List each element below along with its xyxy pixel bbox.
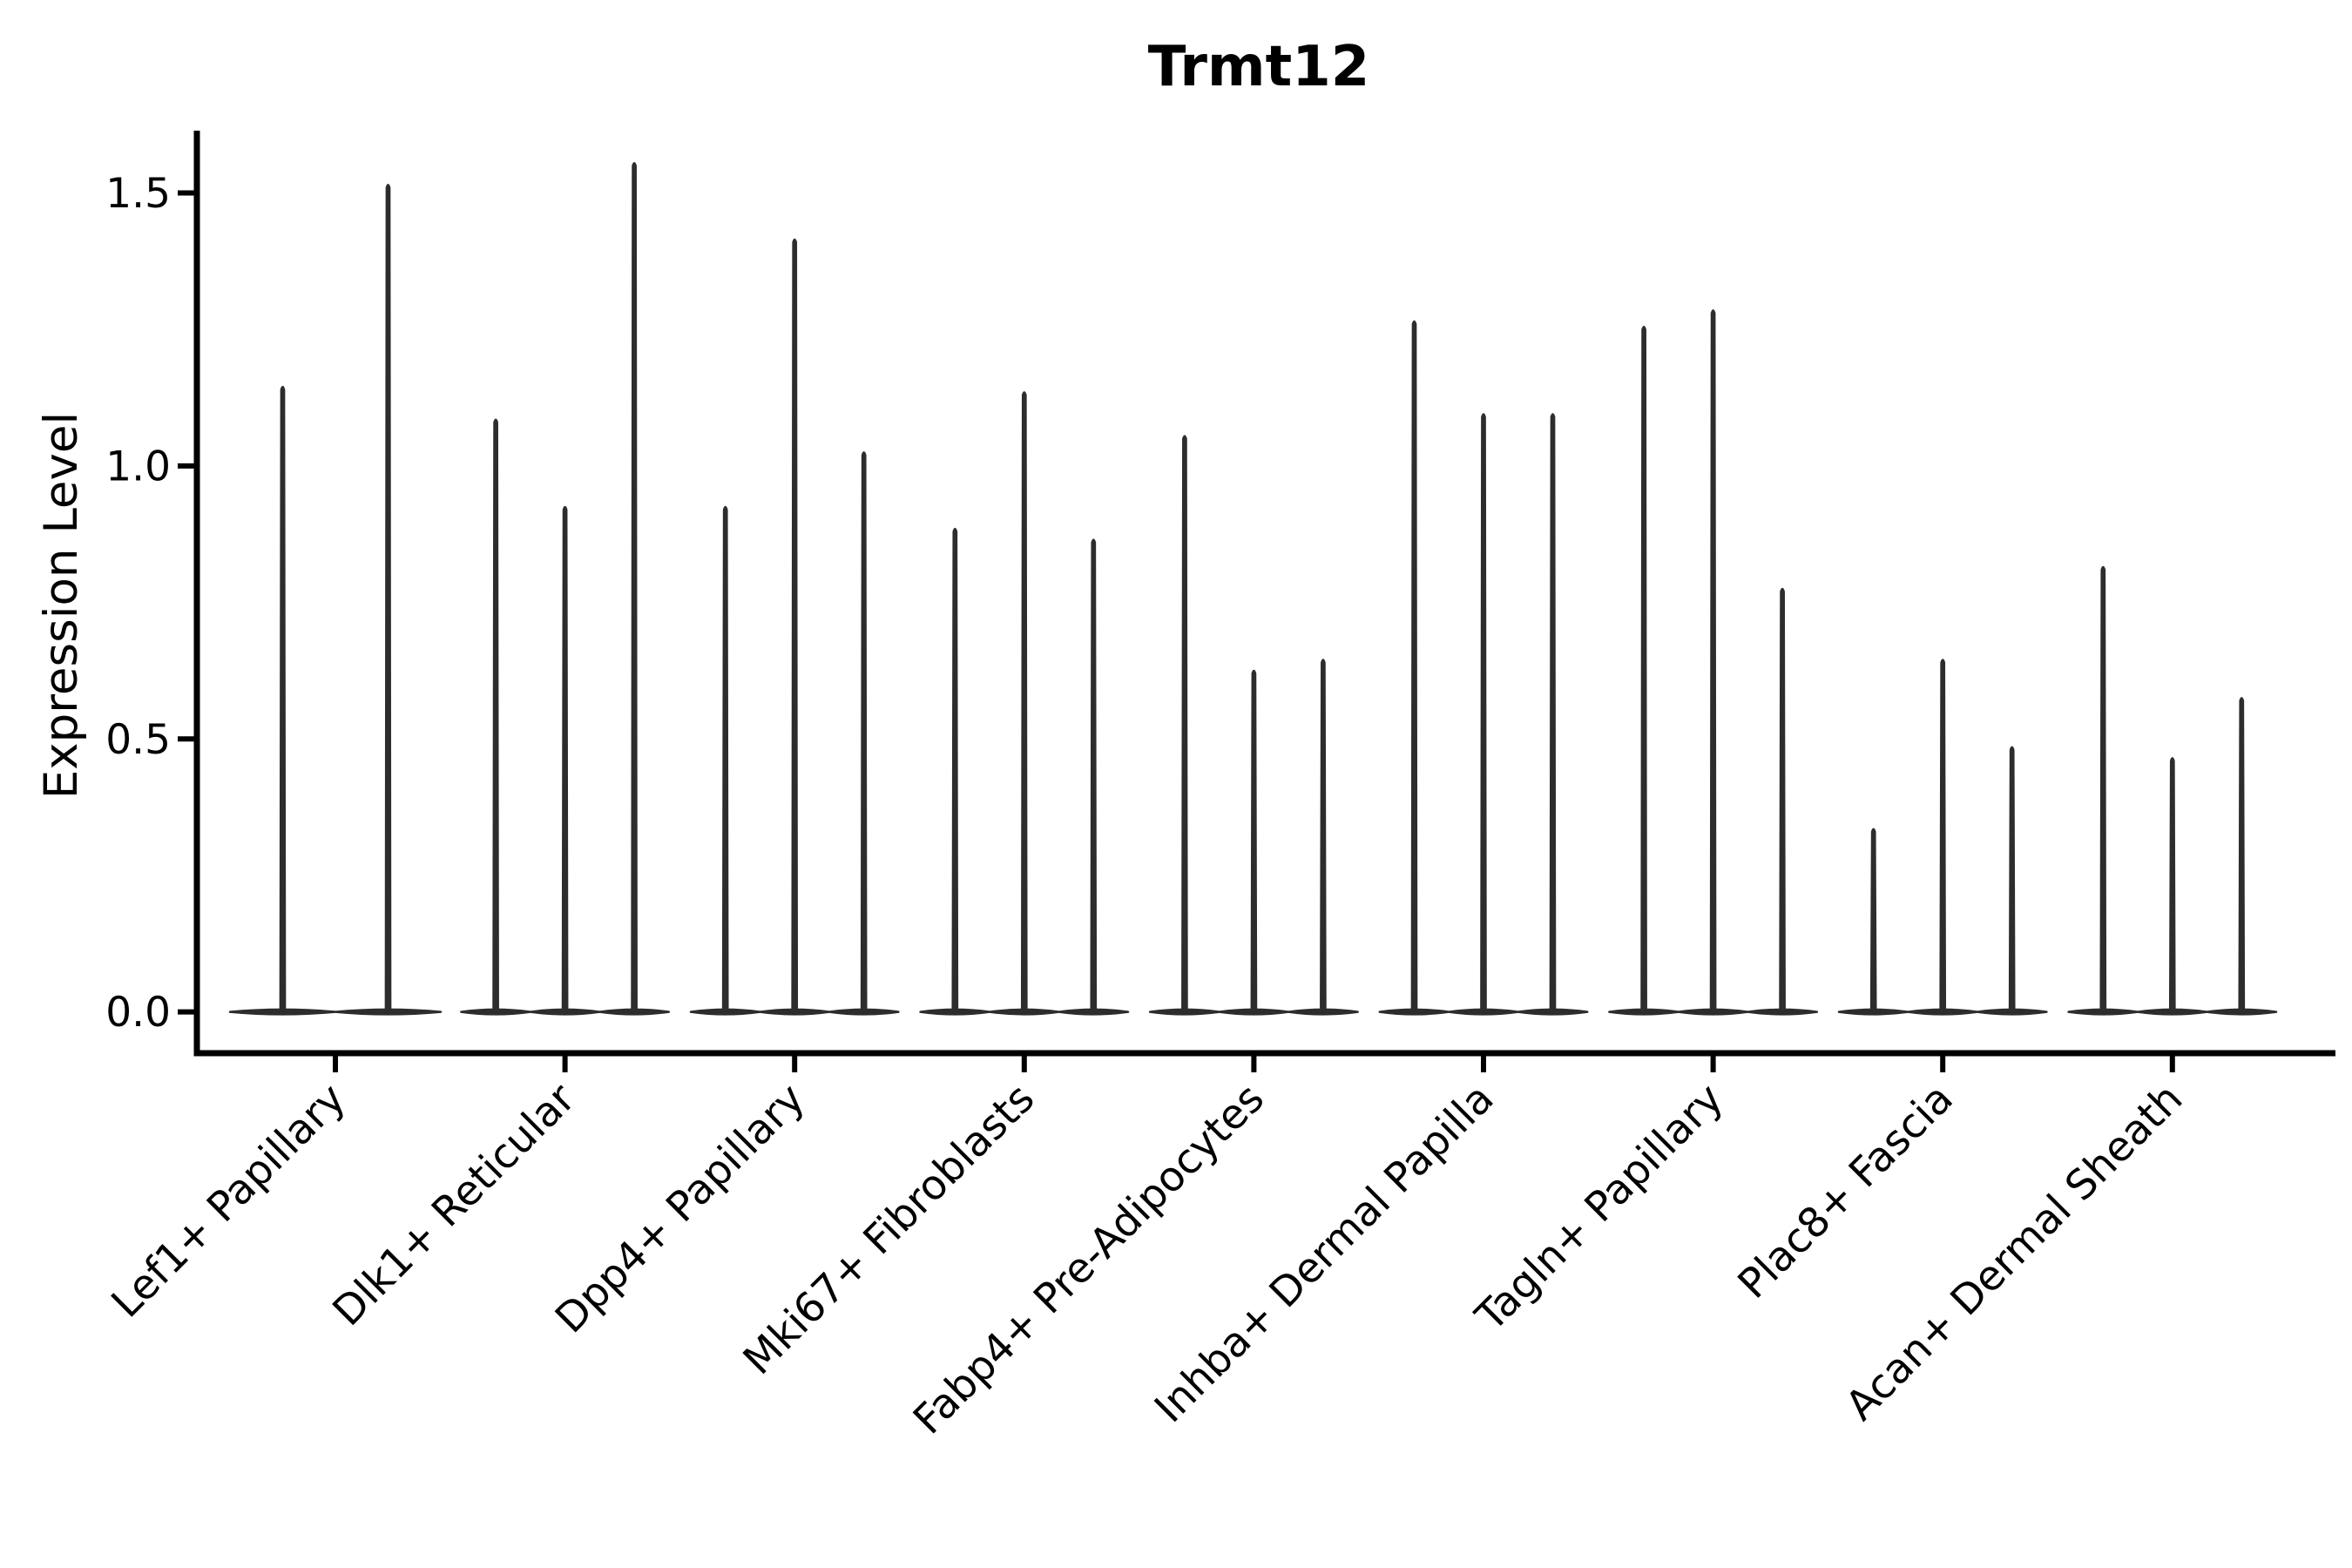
violin-spike xyxy=(1090,538,1098,1013)
violin-spike xyxy=(1250,669,1258,1013)
y-axis-label: Expression Level xyxy=(35,412,88,799)
violin-spike xyxy=(2008,746,2016,1013)
violin-spike xyxy=(631,161,638,1013)
x-tick-label: Dlk1+ Reticular xyxy=(324,1074,585,1335)
violin-spike xyxy=(2238,697,2246,1013)
violin-spike xyxy=(1939,659,1947,1013)
y-tick-label: 0.0 xyxy=(105,989,171,1037)
violin-spike xyxy=(1020,391,1028,1013)
violin-spike xyxy=(1709,309,1717,1013)
violin-spike xyxy=(791,238,799,1013)
x-tick-label: Tagln+ Papillary xyxy=(1466,1075,1733,1342)
violin-spike xyxy=(1320,659,1327,1013)
y-tick-label: 0.5 xyxy=(105,716,171,764)
x-tick-label: Plac8+ Fascia xyxy=(1729,1075,1963,1308)
violin-spike xyxy=(1779,587,1786,1013)
violin-spike xyxy=(2099,565,2107,1013)
violin-spike xyxy=(721,505,729,1013)
x-tick-label: Lef1+ Papillary xyxy=(103,1075,355,1328)
violin-spike xyxy=(1869,828,1877,1013)
violin-spike xyxy=(279,385,287,1013)
violin-spike xyxy=(1181,435,1188,1013)
y-tick-label: 1.5 xyxy=(105,170,171,218)
violin-spike xyxy=(384,184,392,1013)
violin-spike xyxy=(492,418,499,1013)
violin-spike xyxy=(860,451,868,1013)
violin-spike xyxy=(1480,413,1487,1013)
violin-spike xyxy=(1410,320,1418,1013)
violin-spike xyxy=(1549,413,1557,1013)
violin-spike xyxy=(951,527,959,1013)
violin-spike xyxy=(1640,325,1647,1013)
violin-spike xyxy=(2168,757,2176,1013)
x-tick-label: Dpp4+ Papillary xyxy=(546,1075,814,1343)
violin-spike xyxy=(561,505,569,1013)
y-tick-label: 1.0 xyxy=(105,443,171,490)
chart-title: Trmt12 xyxy=(1148,35,1370,99)
